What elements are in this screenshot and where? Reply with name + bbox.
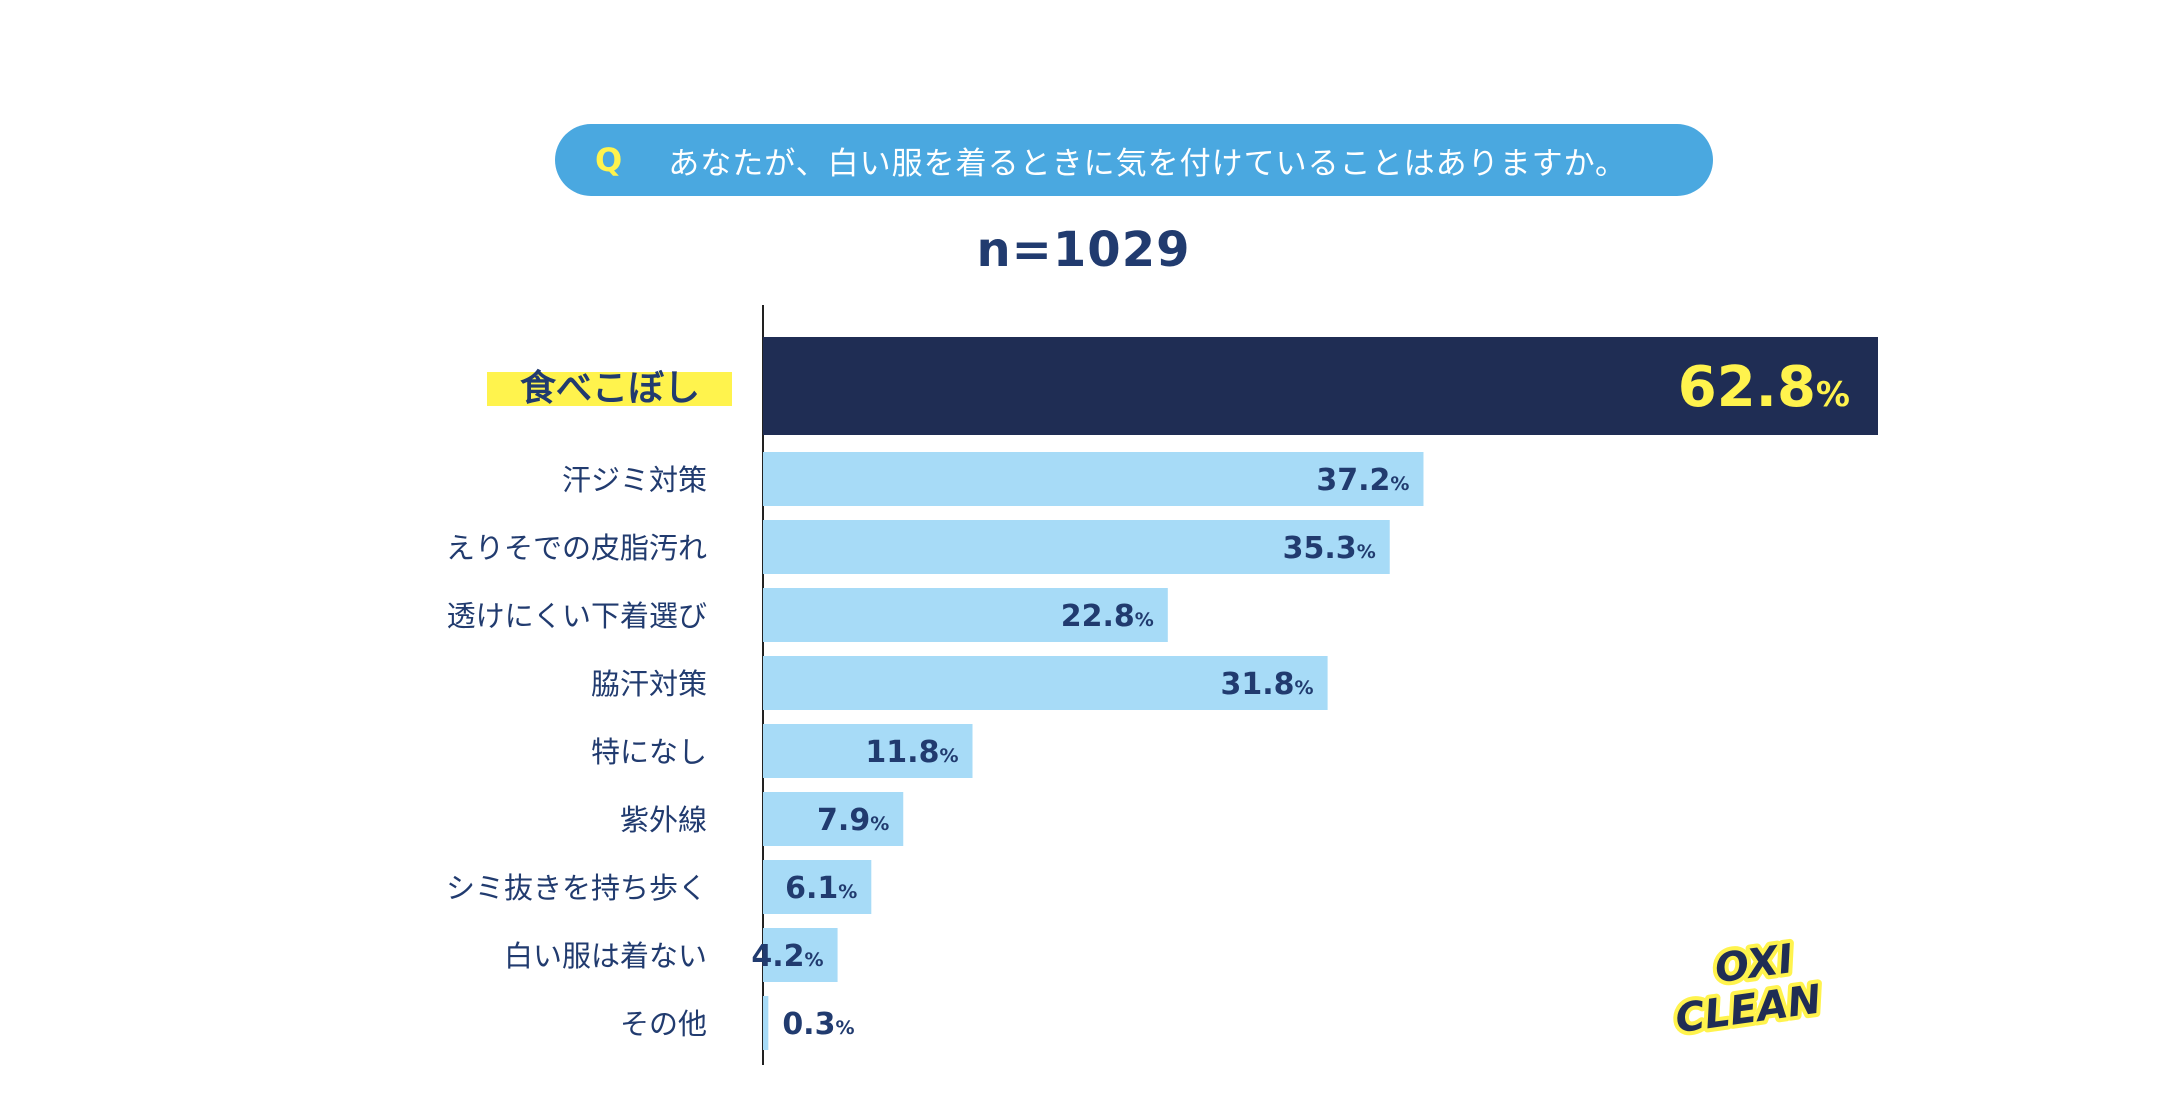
sample-size: n=1029 — [976, 222, 1191, 278]
category-label-7: シミ抜きを持ち歩く — [446, 871, 707, 905]
bar-0 — [763, 337, 1878, 435]
question-banner: Q あなたが、白い服を着るときに気を付けていることはありますか。 — [555, 124, 1713, 196]
category-label-8: 白い服は着ない — [504, 939, 707, 973]
value-label-5: 11.8% — [865, 735, 958, 770]
bar-8 — [763, 928, 838, 982]
value-label-3: 22.8% — [1061, 599, 1154, 634]
oxiclean-logo: OXI CLEAN — [1669, 932, 1829, 1040]
category-label-2: えりそでの皮脂汚れ — [446, 531, 707, 565]
question-text: あなたが、白い服を着るときに気を付けていることはありますか。 — [668, 145, 1627, 182]
category-label-0: 食べこぼし — [520, 368, 700, 409]
bar-4 — [763, 656, 1328, 710]
bar-6 — [763, 792, 904, 846]
value-label-7: 6.1% — [785, 871, 857, 906]
question-prefix: Q — [595, 141, 623, 179]
category-label-4: 脇汗対策 — [591, 667, 707, 701]
category-label-5: 特になし — [591, 735, 707, 769]
value-label-8: 4.2% — [751, 939, 823, 974]
value-label-4: 31.8% — [1221, 667, 1314, 702]
category-label-3: 透けにくい下着選び — [447, 599, 707, 633]
value-label-6: 7.9% — [817, 803, 889, 838]
category-label-1: 汗ジミ対策 — [562, 463, 707, 497]
category-label-6: 紫外線 — [620, 803, 707, 837]
value-label-0: 62.8% — [1678, 355, 1850, 420]
bar-7 — [763, 860, 872, 914]
logo-line2: CLEAN — [1673, 976, 1825, 1040]
category-label-9: その他 — [620, 1007, 707, 1041]
bar-1 — [763, 452, 1424, 506]
highlight-label-bg — [487, 372, 732, 406]
value-label-9: 0.3% — [782, 1007, 854, 1042]
value-label-2: 35.3% — [1283, 531, 1376, 566]
bar-2 — [763, 520, 1390, 574]
bar-5 — [763, 724, 973, 778]
bar-9 — [763, 996, 769, 1050]
bar-3 — [763, 588, 1168, 642]
value-label-1: 37.2% — [1316, 463, 1409, 498]
